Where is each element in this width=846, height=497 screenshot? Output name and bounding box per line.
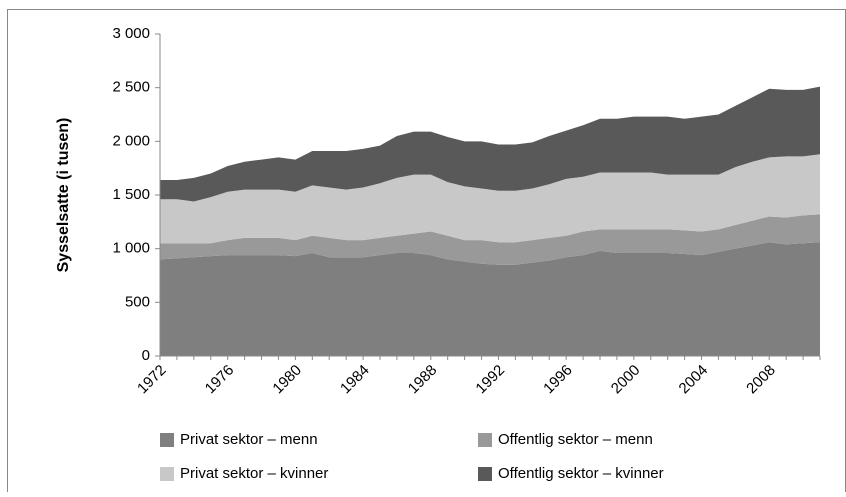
area bbox=[160, 214, 820, 265]
legend-label: Offentlig sektor – menn bbox=[498, 431, 653, 448]
legend-swatch bbox=[160, 433, 174, 447]
y-tick-label: 3 000 bbox=[112, 25, 150, 42]
area bbox=[160, 242, 820, 356]
y-axis-label: Sysselsatte (i tusen) bbox=[55, 118, 72, 273]
y-tick-label: 1 500 bbox=[112, 186, 150, 203]
y-tick-label: 0 bbox=[142, 347, 150, 364]
y-tick-label: 2 000 bbox=[112, 132, 150, 149]
area bbox=[160, 154, 820, 244]
legend-label: Offentlig sektor – kvinner bbox=[498, 465, 664, 482]
area bbox=[160, 86, 820, 202]
legend-swatch bbox=[478, 467, 492, 481]
y-tick-label: 2 500 bbox=[112, 79, 150, 96]
legend-label: Privat sektor – kvinner bbox=[180, 465, 328, 482]
y-tick-label: 1 000 bbox=[112, 240, 150, 257]
y-tick-label: 500 bbox=[125, 293, 150, 310]
legend-swatch bbox=[160, 467, 174, 481]
legend-swatch bbox=[478, 433, 492, 447]
legend-label: Privat sektor – menn bbox=[180, 431, 318, 448]
